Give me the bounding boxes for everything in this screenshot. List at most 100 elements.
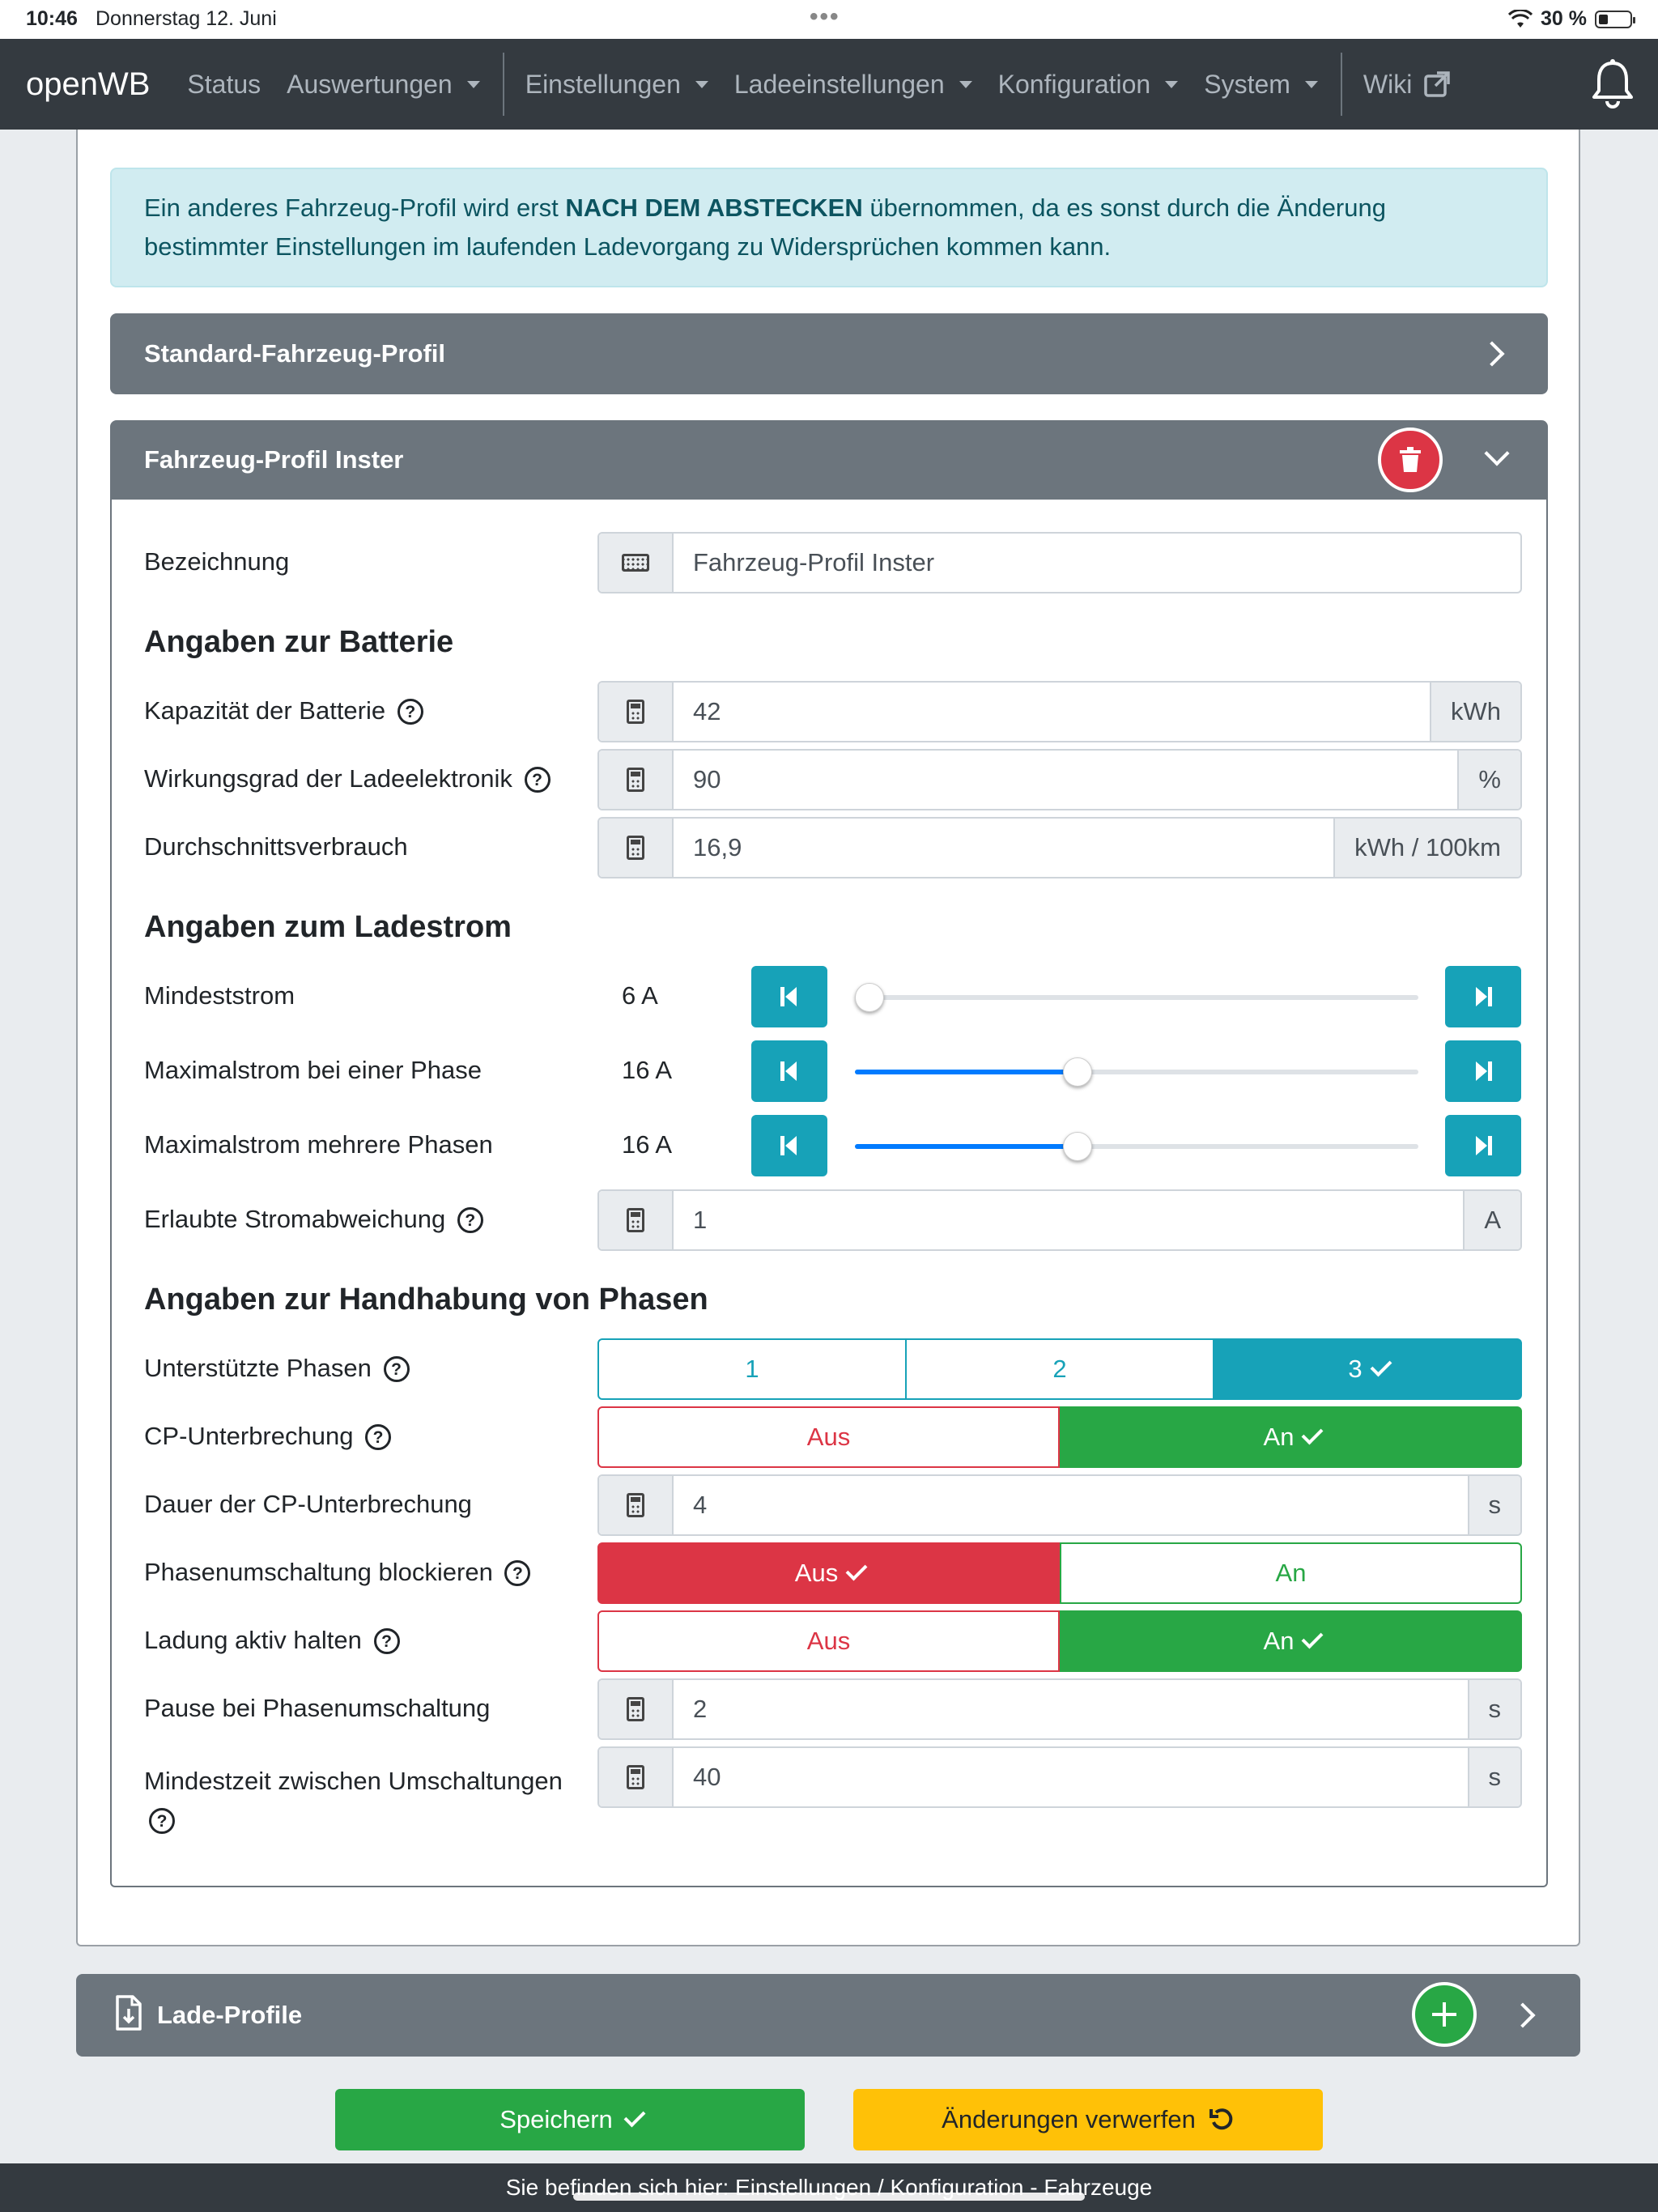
wifi-icon — [1508, 9, 1533, 28]
min-time-input-group: 40 s — [597, 1746, 1522, 1808]
profile-title: Fahrzeug-Profil Inster — [144, 445, 404, 474]
slider-handle[interactable] — [1063, 1132, 1093, 1161]
help-icon[interactable]: ? — [457, 1207, 483, 1233]
battery-percent: 30 % — [1541, 7, 1587, 30]
label-text: Phasenumschaltung blockieren — [144, 1558, 493, 1586]
unit-suffix: A — [1463, 1191, 1520, 1249]
button-label: Speichern — [500, 2105, 613, 2133]
min-time-input[interactable]: 40 — [693, 1763, 721, 1791]
help-icon[interactable]: ? — [365, 1424, 392, 1450]
delete-profile-button[interactable] — [1378, 428, 1443, 492]
caret-down-icon — [466, 80, 480, 88]
min-current-decrease-button[interactable] — [751, 966, 827, 1027]
charge-profiles-header[interactable]: Lade-Profile — [76, 1974, 1580, 2057]
input-prefix — [599, 1191, 674, 1249]
cp-duration-input[interactable]: 4 — [693, 1491, 708, 1519]
slider-handle[interactable] — [1063, 1057, 1093, 1087]
help-icon[interactable]: ? — [524, 767, 551, 793]
max-multi-phase-slider[interactable] — [855, 1132, 1418, 1161]
calculator-icon — [627, 700, 644, 724]
home-indicator[interactable] — [573, 2193, 1085, 2201]
cp-off-option[interactable]: Aus — [597, 1406, 1060, 1468]
keyboard-icon — [622, 554, 649, 572]
block-on-option[interactable]: An — [1060, 1542, 1522, 1604]
option-label: An — [1263, 1423, 1295, 1451]
nav-status[interactable]: Status — [187, 70, 261, 100]
help-icon[interactable]: ? — [373, 1628, 400, 1654]
capacity-input[interactable]: 42 — [693, 697, 721, 725]
deviation-input[interactable]: 1 — [693, 1206, 708, 1234]
inster-profile-header[interactable]: Fahrzeug-Profil Inster — [110, 420, 1548, 500]
max-one-phase-slider[interactable] — [855, 1057, 1418, 1087]
min-time-label: Mindestzeit zwischen Umschaltungen ? — [144, 1762, 581, 1840]
nav-einstellungen[interactable]: Einstellungen — [525, 70, 708, 100]
file-download-icon — [116, 1995, 142, 2031]
slider-handle[interactable] — [855, 983, 884, 1012]
add-charge-profile-button[interactable] — [1412, 1982, 1477, 2047]
step-backward-icon — [780, 987, 797, 1006]
keep-active-off-option[interactable]: Aus — [597, 1610, 1060, 1672]
multitask-dots-icon[interactable]: ••• — [810, 3, 840, 30]
undo-icon — [1209, 2108, 1233, 2130]
cp-duration-label: Dauer der CP-Unterbrechung — [144, 1490, 472, 1518]
max-multi-phase-increase-button[interactable] — [1445, 1115, 1521, 1176]
bell-icon[interactable] — [1590, 58, 1635, 110]
caret-down-icon — [1165, 80, 1179, 88]
help-icon[interactable]: ? — [397, 699, 423, 725]
help-icon[interactable]: ? — [149, 1808, 175, 1834]
input-prefix — [599, 1748, 674, 1806]
nav-system[interactable]: System — [1204, 70, 1318, 100]
step-forward-icon — [1476, 1136, 1492, 1155]
nav-divider — [1340, 53, 1342, 116]
max-one-phase-decrease-button[interactable] — [751, 1040, 827, 1102]
slider-fill — [855, 1070, 1078, 1074]
option-label: 2 — [1052, 1355, 1067, 1383]
help-icon[interactable]: ? — [504, 1560, 531, 1586]
cp-on-option[interactable]: An — [1060, 1406, 1522, 1468]
max-multi-phase-label: Maximalstrom mehrere Phasen — [144, 1130, 493, 1159]
unit-suffix: % — [1457, 751, 1520, 809]
nav-divider — [502, 53, 504, 116]
efficiency-input-group: 90 % — [597, 749, 1522, 810]
standard-profile-header[interactable]: Standard-Fahrzeug-Profil — [110, 313, 1548, 394]
nav-label: System — [1204, 69, 1290, 99]
keep-active-toggle: Aus An — [597, 1610, 1522, 1672]
bezeichnung-label: Bezeichnung — [144, 547, 290, 576]
phase-option-1[interactable]: 1 — [597, 1338, 907, 1400]
cp-interruption-label: CP-Unterbrechung ? — [144, 1422, 392, 1451]
check-icon — [1302, 1627, 1324, 1649]
alert-text: Ein anderes Fahrzeug-Profil wird erst — [144, 194, 566, 222]
nav-konfiguration[interactable]: Konfiguration — [998, 70, 1179, 100]
consumption-input-group: 16,9 kWh / 100km — [597, 817, 1522, 878]
min-current-slider[interactable] — [855, 983, 1418, 1012]
nav-ladeeinstellungen[interactable]: Ladeeinstellungen — [734, 70, 972, 100]
help-icon[interactable]: ? — [383, 1356, 410, 1382]
efficiency-input[interactable]: 90 — [693, 765, 721, 793]
keep-active-on-option[interactable]: An — [1060, 1610, 1522, 1672]
alert-emphasis: NACH DEM ABSTECKEN — [565, 194, 863, 222]
slider-fill — [855, 1144, 1078, 1149]
check-icon — [845, 1559, 868, 1581]
discard-changes-button[interactable]: Änderungen verwerfen — [853, 2089, 1323, 2150]
brand-logo[interactable]: openWB — [26, 66, 151, 102]
label-text: Unterstützte Phasen — [144, 1354, 372, 1382]
bezeichnung-input[interactable]: Fahrzeug-Profil Inster — [693, 548, 935, 576]
phase-option-3[interactable]: 3 — [1214, 1338, 1522, 1400]
charge-profiles-title: Lade-Profile — [157, 2001, 303, 2029]
max-one-phase-increase-button[interactable] — [1445, 1040, 1521, 1102]
nav-auswertungen[interactable]: Auswertungen — [287, 70, 480, 100]
pause-input[interactable]: 2 — [693, 1695, 708, 1723]
unit-suffix: kWh / 100km — [1333, 819, 1520, 877]
min-current-increase-button[interactable] — [1445, 966, 1521, 1027]
pause-label: Pause bei Phasenumschaltung — [144, 1694, 491, 1722]
consumption-input[interactable]: 16,9 — [693, 833, 742, 861]
nav-label: Ladeeinstellungen — [733, 69, 945, 99]
block-off-option[interactable]: Aus — [597, 1542, 1060, 1604]
save-button[interactable]: Speichern — [335, 2089, 805, 2150]
max-multi-phase-decrease-button[interactable] — [751, 1115, 827, 1176]
nav-label: Auswertungen — [287, 69, 453, 99]
phase-option-2[interactable]: 2 — [907, 1338, 1214, 1400]
nav-wiki[interactable]: Wiki — [1363, 70, 1451, 100]
max-one-phase-value: 16 A — [622, 1056, 673, 1084]
breadcrumb-footer: Sie befinden sich hier: Einstellungen / … — [0, 2163, 1658, 2212]
